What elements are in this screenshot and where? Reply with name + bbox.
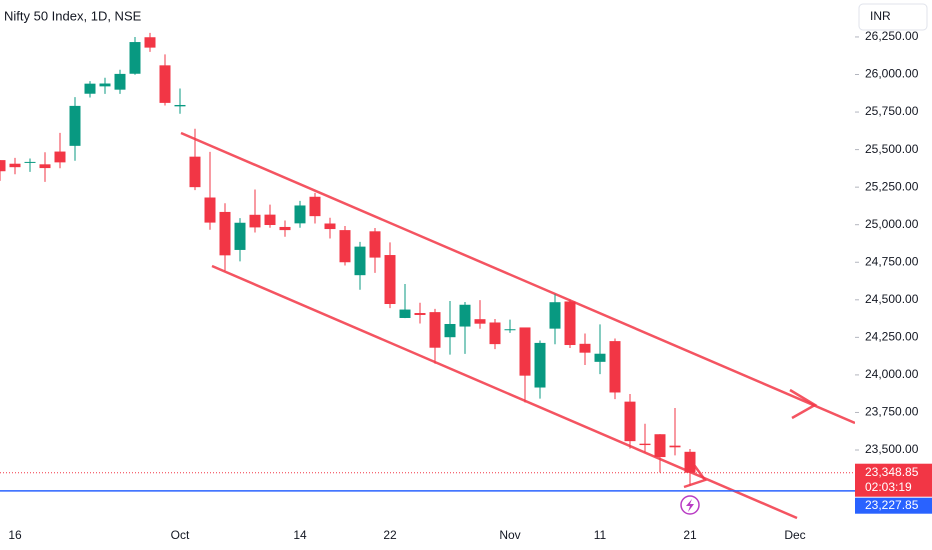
y-tick-label: 25,000.00 <box>865 217 919 231</box>
x-tick-label: 22 <box>383 528 397 542</box>
candle-body <box>369 231 381 258</box>
y-tick-label: 25,500.00 <box>865 142 919 156</box>
candle-body <box>219 211 231 256</box>
candle-body <box>249 214 261 228</box>
x-tick-label: 14 <box>293 528 307 542</box>
y-tick-label: 26,250.00 <box>865 29 919 43</box>
candle-body <box>414 313 426 315</box>
candle-body <box>654 434 666 458</box>
candle-body <box>234 222 246 250</box>
x-tick-label: Oct <box>171 528 190 542</box>
candle-body <box>339 230 351 263</box>
plot-area <box>0 32 855 520</box>
y-tick-label: 24,250.00 <box>865 330 919 344</box>
y-tick-label: 26,000.00 <box>865 67 919 81</box>
candle-body <box>99 83 111 87</box>
candle-body <box>9 163 21 168</box>
candle-body <box>204 197 216 223</box>
y-tick-label: 25,250.00 <box>865 179 919 193</box>
candle-body <box>669 445 681 448</box>
currency-button[interactable] <box>858 3 928 31</box>
candle-body <box>174 104 186 107</box>
candle-body <box>384 255 396 305</box>
candle-body <box>624 401 636 442</box>
candle-body <box>429 312 441 348</box>
candle-body <box>564 301 576 346</box>
candle-body <box>354 246 366 276</box>
candle-body <box>594 353 606 362</box>
candle-body <box>399 309 411 318</box>
candle-body <box>309 196 321 217</box>
candle-body <box>264 214 276 226</box>
candle-body <box>279 226 291 231</box>
candle-body <box>159 65 171 103</box>
candle-body <box>609 341 621 393</box>
level-label: 23,227.85 <box>865 498 919 512</box>
candle-body <box>684 451 696 473</box>
chart-title: Nifty 50 Index, 1D, NSE <box>4 8 142 23</box>
candle-body <box>639 443 651 446</box>
candle-body <box>519 327 531 376</box>
candle-body <box>189 156 201 188</box>
candle-body <box>459 304 471 327</box>
candle-body <box>534 342 546 388</box>
y-tick-label: 25,750.00 <box>865 104 919 118</box>
candle-body <box>444 323 456 338</box>
currency-label[interactable]: INR <box>870 9 891 23</box>
candle-body <box>39 164 51 169</box>
candle-body <box>504 329 516 331</box>
y-tick-label: 24,000.00 <box>865 367 919 381</box>
x-tick-label: 11 <box>594 528 607 542</box>
y-tick-label: 24,750.00 <box>865 254 919 268</box>
trend-arrow <box>789 388 818 420</box>
candle-body <box>24 161 36 163</box>
candle-body <box>54 151 66 163</box>
level-badge <box>855 497 932 514</box>
last-price-label: 23,348.85 <box>865 465 919 479</box>
candle-body <box>549 302 561 329</box>
candle-body <box>84 83 96 94</box>
candle-body <box>294 205 306 224</box>
x-tick-label: Nov <box>499 528 520 542</box>
x-tick-label: Dec <box>784 528 805 542</box>
y-tick-label: 23,500.00 <box>865 442 919 456</box>
last-price-badge <box>855 463 932 497</box>
event-icon-bolt <box>686 499 694 512</box>
x-tick-label: 16 <box>8 528 22 542</box>
trend-line <box>211 264 798 520</box>
candle-body <box>474 319 486 324</box>
trend-line <box>180 131 855 425</box>
y-tick-label: 24,500.00 <box>865 292 919 306</box>
candle-body <box>69 105 81 146</box>
candle-body <box>114 73 126 90</box>
candle-body <box>489 322 501 345</box>
x-tick-label: 21 <box>683 528 697 542</box>
candle-body <box>324 223 336 230</box>
y-tick-label: 23,750.00 <box>865 405 919 419</box>
countdown-label: 02:03:19 <box>865 480 912 494</box>
candle-body <box>0 160 6 172</box>
candle-body <box>579 343 591 353</box>
candle-body <box>129 42 141 74</box>
candle-body <box>144 37 156 48</box>
